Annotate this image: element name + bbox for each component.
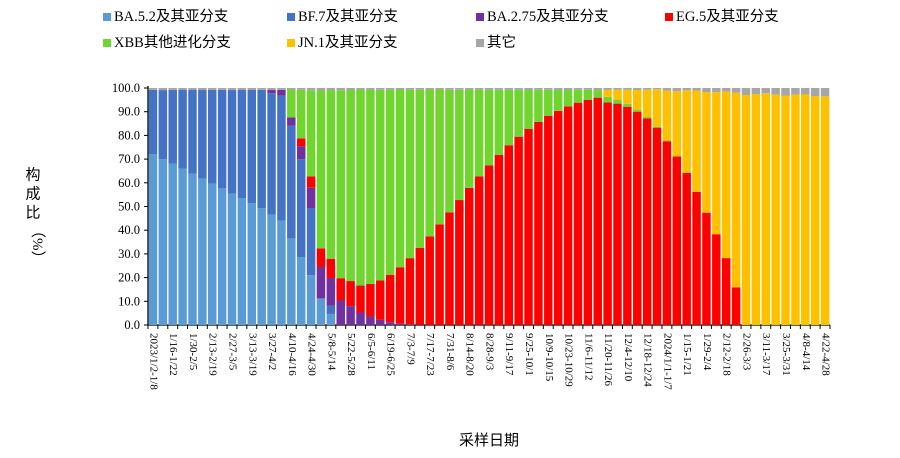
svg-text:（%）: （%） bbox=[29, 223, 46, 266]
svg-text:8/14-8/20: 8/14-8/20 bbox=[464, 333, 476, 376]
svg-text:BF.7及其亚分支: BF.7及其亚分支 bbox=[298, 8, 398, 25]
svg-text:10.0: 10.0 bbox=[118, 294, 140, 308]
svg-text:7/31-8/6: 7/31-8/6 bbox=[444, 333, 456, 371]
svg-text:EG.5及其亚分支: EG.5及其亚分支 bbox=[676, 8, 779, 25]
svg-text:XBB其他进化分支: XBB其他进化分支 bbox=[114, 34, 231, 51]
svg-text:10/23-10/29: 10/23-10/29 bbox=[563, 333, 575, 387]
svg-text:70.0: 70.0 bbox=[118, 152, 140, 166]
svg-text:80.0: 80.0 bbox=[118, 128, 140, 142]
svg-text:BA.5.2及其亚分支: BA.5.2及其亚分支 bbox=[114, 8, 228, 25]
svg-text:3/13-3/19: 3/13-3/19 bbox=[246, 333, 258, 376]
svg-text:100.0: 100.0 bbox=[112, 81, 140, 95]
svg-text:其它: 其它 bbox=[487, 33, 516, 51]
svg-text:4/10-4/16: 4/10-4/16 bbox=[286, 333, 298, 376]
svg-text:4/24-4/30: 4/24-4/30 bbox=[306, 333, 318, 376]
svg-text:JN.1及其亚分支: JN.1及其亚分支 bbox=[298, 34, 398, 51]
svg-text:30.0: 30.0 bbox=[118, 247, 140, 261]
svg-text:7/3-7/9: 7/3-7/9 bbox=[404, 333, 416, 365]
svg-text:4/8-4/14: 4/8-4/14 bbox=[800, 333, 812, 371]
svg-text:12/4-12/10: 12/4-12/10 bbox=[622, 333, 634, 382]
svg-text:3/27-4/2: 3/27-4/2 bbox=[266, 333, 278, 370]
svg-text:11/6-11/12: 11/6-11/12 bbox=[582, 333, 594, 380]
svg-text:1/15-1/21: 1/15-1/21 bbox=[681, 333, 693, 376]
svg-text:11/20-11/26: 11/20-11/26 bbox=[602, 333, 614, 386]
svg-text:2/13-2/19: 2/13-2/19 bbox=[207, 333, 219, 376]
svg-text:1/16-1/22: 1/16-1/22 bbox=[167, 333, 179, 376]
svg-text:7/17-7/23: 7/17-7/23 bbox=[424, 333, 436, 376]
svg-text:50.0: 50.0 bbox=[118, 200, 140, 214]
svg-text:4/22-4/28: 4/22-4/28 bbox=[820, 333, 832, 376]
svg-text:2/27-3/5: 2/27-3/5 bbox=[226, 333, 238, 371]
svg-text:5/22-5/28: 5/22-5/28 bbox=[345, 333, 357, 376]
svg-text:2024/1/1-1/7: 2024/1/1-1/7 bbox=[661, 333, 673, 390]
svg-text:6/19-6/25: 6/19-6/25 bbox=[385, 333, 397, 376]
svg-text:10/9-10/15: 10/9-10/15 bbox=[543, 333, 555, 382]
svg-text:1/30-2/5: 1/30-2/5 bbox=[187, 333, 199, 371]
svg-text:90.0: 90.0 bbox=[118, 105, 140, 119]
svg-text:3/11-3/17: 3/11-3/17 bbox=[760, 333, 772, 376]
svg-text:8/28-9/3: 8/28-9/3 bbox=[483, 333, 495, 371]
svg-text:12/18-12/24: 12/18-12/24 bbox=[642, 333, 654, 387]
svg-text:BA.2.75及其亚分支: BA.2.75及其亚分支 bbox=[487, 8, 609, 25]
svg-text:成: 成 bbox=[25, 185, 40, 202]
svg-text:5/8-5/14: 5/8-5/14 bbox=[325, 333, 337, 371]
svg-text:6/5-6/11: 6/5-6/11 bbox=[365, 333, 377, 370]
svg-text:9/25-10/1: 9/25-10/1 bbox=[523, 333, 535, 376]
svg-text:2/26-3/3: 2/26-3/3 bbox=[740, 333, 752, 371]
svg-text:采样日期: 采样日期 bbox=[459, 432, 519, 449]
svg-text:9/11-9/17: 9/11-9/17 bbox=[503, 333, 515, 376]
svg-text:2023/1/2-1/8: 2023/1/2-1/8 bbox=[147, 333, 159, 390]
svg-text:0.0: 0.0 bbox=[124, 318, 140, 332]
svg-text:20.0: 20.0 bbox=[118, 271, 140, 285]
svg-text:3/25-3/31: 3/25-3/31 bbox=[780, 333, 792, 376]
svg-text:比: 比 bbox=[25, 204, 40, 221]
svg-text:60.0: 60.0 bbox=[118, 176, 140, 190]
svg-text:1/29-2/4: 1/29-2/4 bbox=[701, 333, 713, 371]
svg-text:2/12-2/18: 2/12-2/18 bbox=[721, 333, 733, 376]
svg-text:40.0: 40.0 bbox=[118, 223, 140, 237]
svg-text:构: 构 bbox=[25, 166, 40, 183]
